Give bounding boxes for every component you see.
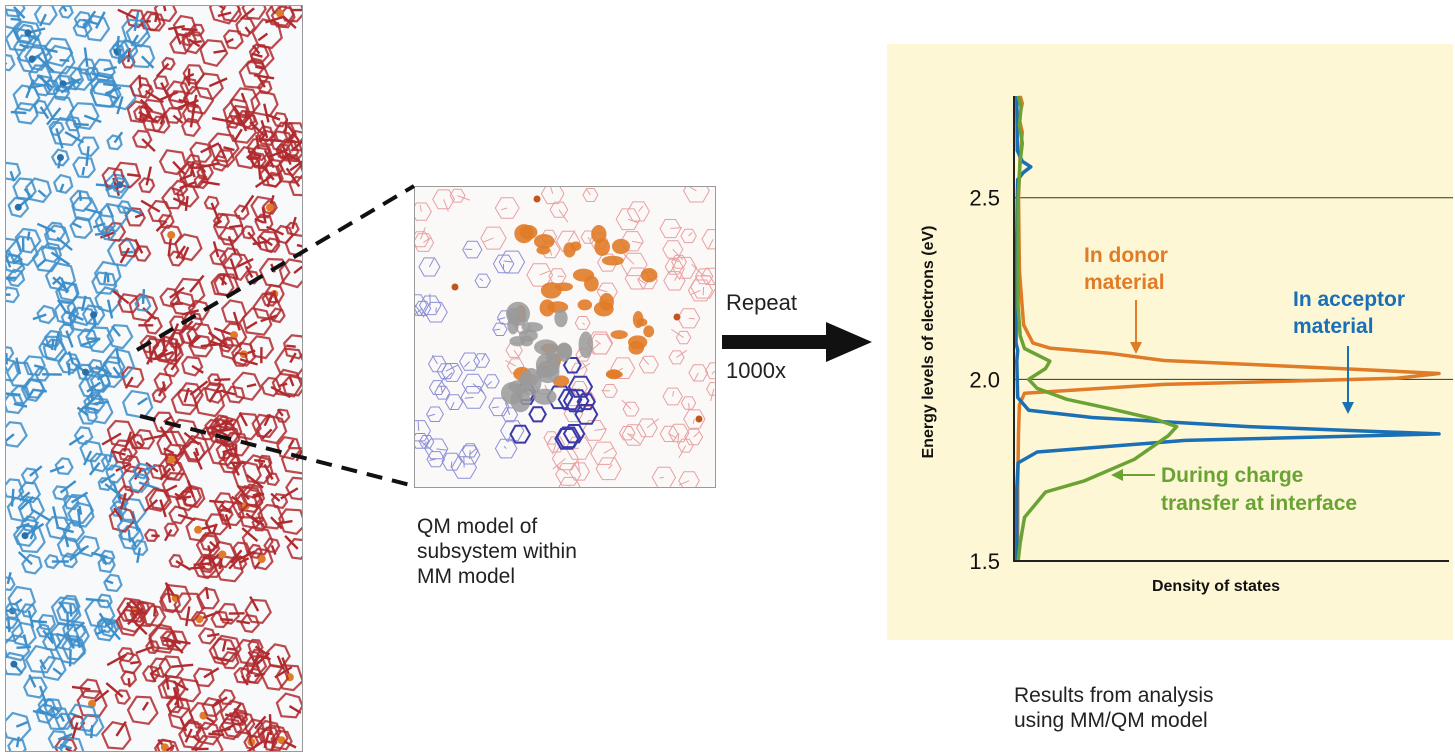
qm-subsystem-graphic xyxy=(415,187,715,487)
right-arrow-icon xyxy=(722,322,872,362)
donor-label-line: material xyxy=(1084,271,1165,294)
mm-molecules-graphic xyxy=(6,6,302,751)
acceptor-series-line xyxy=(1014,95,1441,561)
results-caption-line: using MM/QM model xyxy=(1014,709,1208,732)
tick-layer: 1.5 2.0 2.5 xyxy=(969,186,1000,574)
interface-label-line: transfer at interface xyxy=(1161,492,1357,515)
interface-label: During charge transfer at interface xyxy=(1161,464,1357,515)
y-tick-label: 1.5 xyxy=(969,549,1000,574)
donor-label: In donor material xyxy=(1084,244,1174,294)
interface-label-line: During charge xyxy=(1161,464,1303,487)
density-of-states-chart: 1.5 2.0 2.5 Energy levels of electrons (eV… xyxy=(920,95,1453,595)
results-caption-line: Results from analysis xyxy=(1014,684,1214,707)
y-tick-label: 2.0 xyxy=(969,367,1000,392)
qm-caption-line: subsystem within xyxy=(417,540,577,563)
repeat-label: Repeat xyxy=(726,290,797,315)
x-axis-label: Density of states xyxy=(1152,578,1280,595)
qm-caption-line: MM model xyxy=(417,565,516,588)
donor-pointer-arrow xyxy=(1130,300,1142,354)
results-caption: Results from analysis using MM/QM model xyxy=(1014,683,1344,733)
acceptor-label-line: material xyxy=(1293,315,1374,338)
qm-model-image xyxy=(414,186,716,488)
interface-pointer-arrow xyxy=(1111,469,1155,481)
interface-series-line xyxy=(1016,95,1179,562)
series-layer xyxy=(1014,95,1441,562)
mm-model-image xyxy=(5,5,303,752)
y-axis-label: Energy levels of electrons (eV) xyxy=(920,226,937,459)
donor-label-line: In donor xyxy=(1084,244,1168,267)
qm-caption: QM model of subsystem within MM model xyxy=(417,514,697,589)
acceptor-pointer-arrow xyxy=(1342,346,1354,414)
repeat-count-label: 1000x xyxy=(726,358,786,383)
y-tick-label: 2.5 xyxy=(969,186,1000,211)
chart-background xyxy=(887,44,1453,640)
qm-caption-line: QM model of xyxy=(417,515,538,538)
acceptor-label: In acceptor material xyxy=(1293,288,1411,338)
acceptor-label-line: In acceptor xyxy=(1293,288,1405,311)
